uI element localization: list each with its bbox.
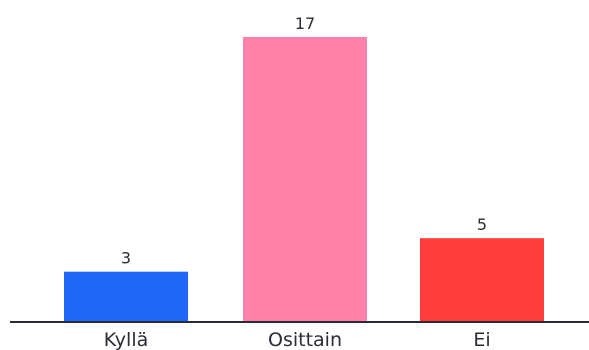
value-label-kyllä: 3 <box>121 249 131 268</box>
category-labels-group: Kyllä Osittain Ei <box>104 329 491 350</box>
category-label-kyllä: Kyllä <box>104 329 149 350</box>
category-label-ei: Ei <box>473 329 490 350</box>
bar-ei <box>420 238 544 322</box>
bar-kyllä <box>64 271 188 322</box>
value-label-ei: 5 <box>477 215 487 234</box>
value-label-osittain: 17 <box>295 14 315 33</box>
bar-osittain <box>243 37 367 322</box>
bars-group <box>64 37 544 322</box>
category-label-osittain: Osittain <box>268 329 342 350</box>
value-labels-group: 3 17 5 <box>121 14 487 268</box>
